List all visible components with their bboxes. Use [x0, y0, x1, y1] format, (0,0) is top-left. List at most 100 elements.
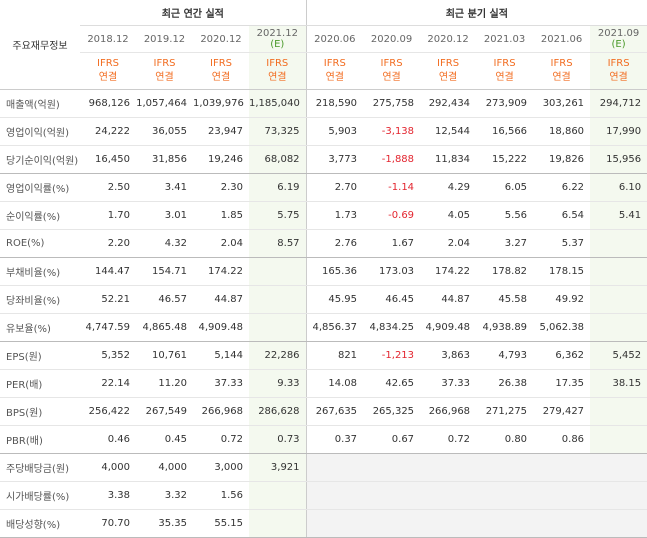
- value-cell: 11,834: [420, 145, 477, 174]
- period-row: 2018.12 2019.12 2020.12 2021.12 (E) 2020.06 20…: [0, 25, 647, 53]
- empty-cell: [363, 509, 421, 538]
- value-cell: 3.27: [476, 229, 534, 258]
- data-row: 주당배당금(원) 4,000 4,000 3,000 3,921: [0, 453, 647, 482]
- value-cell: 4,909.48: [193, 313, 249, 342]
- data-row: BPS(원) 256,422 267,549 266,968 286,628 267,63…: [0, 397, 647, 426]
- accounting: IFRS 연결: [533, 52, 591, 90]
- value-cell: 2.50: [80, 173, 136, 202]
- value-cell: 821: [305, 341, 364, 370]
- row-label: 유보율(%): [0, 313, 80, 342]
- value-cell: 0.37: [305, 425, 364, 454]
- value-cell: 1,057,464: [136, 89, 193, 118]
- value-cell: 6.22: [533, 173, 591, 202]
- value-cell: 6,362: [533, 341, 591, 370]
- empty-cell: [590, 313, 647, 342]
- value-cell: 4,865.48: [136, 313, 193, 342]
- empty-cell: [249, 257, 307, 286]
- value-cell: 1.67: [363, 229, 421, 258]
- value-cell: 73,325: [249, 117, 307, 146]
- accounting-standard: IFRS: [266, 58, 289, 69]
- value-cell: 22.14: [80, 369, 136, 398]
- empty-cell: [533, 453, 591, 482]
- period: 2020.06: [305, 25, 364, 53]
- value-cell: 178.82: [476, 257, 534, 286]
- empty-cell: [305, 481, 364, 510]
- value-cell: 4,909.48: [420, 313, 477, 342]
- empty-cell: [420, 453, 477, 482]
- value-cell: 1,039,976: [193, 89, 249, 118]
- value-cell: 44.87: [193, 285, 249, 314]
- value-cell: 174.22: [193, 257, 249, 286]
- period: 2021.12 (E): [249, 25, 307, 53]
- value-cell: 0.72: [420, 425, 477, 454]
- value-cell: 5,452: [590, 341, 647, 370]
- value-cell: 218,590: [305, 89, 364, 118]
- consolidation: 연결: [438, 72, 458, 83]
- value-cell: -1,213: [363, 341, 421, 370]
- period-text: 2018.12: [87, 33, 129, 45]
- data-row: 매출액(억원) 968,126 1,057,464 1,039,976 1,185,04…: [0, 89, 647, 118]
- value-cell: 5.56: [476, 201, 534, 230]
- value-cell: 3.32: [136, 481, 193, 510]
- period: 2020.12: [420, 25, 477, 53]
- accounting-standard: IFRS: [323, 58, 346, 69]
- value-cell: 4,000: [136, 453, 193, 482]
- value-cell: 18,860: [533, 117, 591, 146]
- period: 2019.12: [136, 25, 193, 53]
- value-cell: 9.33: [249, 369, 307, 398]
- consolidation: 연결: [552, 72, 571, 83]
- period-text: 2020.12: [200, 33, 242, 45]
- accounting: IFRS 연결: [80, 52, 136, 90]
- value-cell: 4.29: [420, 173, 477, 202]
- row-label: 주당배당금(원): [0, 453, 80, 482]
- accounting: IFRS 연결: [193, 52, 249, 90]
- value-cell: 1.85: [193, 201, 249, 230]
- value-cell: 2.20: [80, 229, 136, 258]
- accounting: IFRS 연결: [249, 52, 307, 90]
- row-label: PBR(배): [0, 425, 80, 454]
- data-row: 시가배당률(%) 3.38 3.32 1.56: [0, 481, 647, 510]
- empty-cell: [590, 285, 647, 314]
- row-label: 순이익률(%): [0, 201, 80, 230]
- empty-cell: [590, 453, 647, 482]
- period: 2021.03: [476, 25, 534, 53]
- value-cell: 6.10: [590, 173, 647, 202]
- value-cell: 37.33: [193, 369, 249, 398]
- period: 2020.12: [193, 25, 249, 53]
- value-cell: 4,938.89: [476, 313, 534, 342]
- data-row: PBR(배) 0.46 0.45 0.72 0.73 0.37 0.67 0.72 0.80 0.…: [0, 425, 647, 454]
- period: 2021.06: [533, 25, 591, 53]
- empty-cell: [249, 285, 307, 314]
- value-cell: 5,062.38: [533, 313, 591, 342]
- consolidation: 연결: [155, 72, 174, 83]
- data-row: 배당성향(%) 70.70 35.35 55.15: [0, 509, 647, 538]
- value-cell: 303,261: [533, 89, 591, 118]
- accounting-standard: IFRS: [550, 58, 573, 69]
- value-cell: 6.19: [249, 173, 307, 202]
- value-cell: 1,185,040: [249, 89, 307, 118]
- value-cell: 968,126: [80, 89, 136, 118]
- value-cell: 52.21: [80, 285, 136, 314]
- value-cell: 273,909: [476, 89, 534, 118]
- value-cell: 4,856.37: [305, 313, 364, 342]
- value-cell: 5,144: [193, 341, 249, 370]
- value-cell: 3,773: [305, 145, 364, 174]
- value-cell: 46.57: [136, 285, 193, 314]
- consolidation: 연결: [325, 72, 344, 83]
- value-cell: 55.15: [193, 509, 249, 538]
- value-cell: 46.45: [363, 285, 421, 314]
- accounting-standard: IFRS: [437, 58, 460, 69]
- value-cell: 0.67: [363, 425, 421, 454]
- value-cell: 2.04: [193, 229, 249, 258]
- value-cell: 38.15: [590, 369, 647, 398]
- value-cell: 19,246: [193, 145, 249, 174]
- row-label: ROE(%): [0, 229, 80, 258]
- accounting: IFRS 연결: [363, 52, 421, 90]
- value-cell: 4,834.25: [363, 313, 421, 342]
- value-cell: 4,000: [80, 453, 136, 482]
- value-cell: 265,325: [363, 397, 421, 426]
- value-cell: 2.30: [193, 173, 249, 202]
- value-cell: -1.14: [363, 173, 421, 202]
- period-text: 2021.09: [597, 28, 640, 39]
